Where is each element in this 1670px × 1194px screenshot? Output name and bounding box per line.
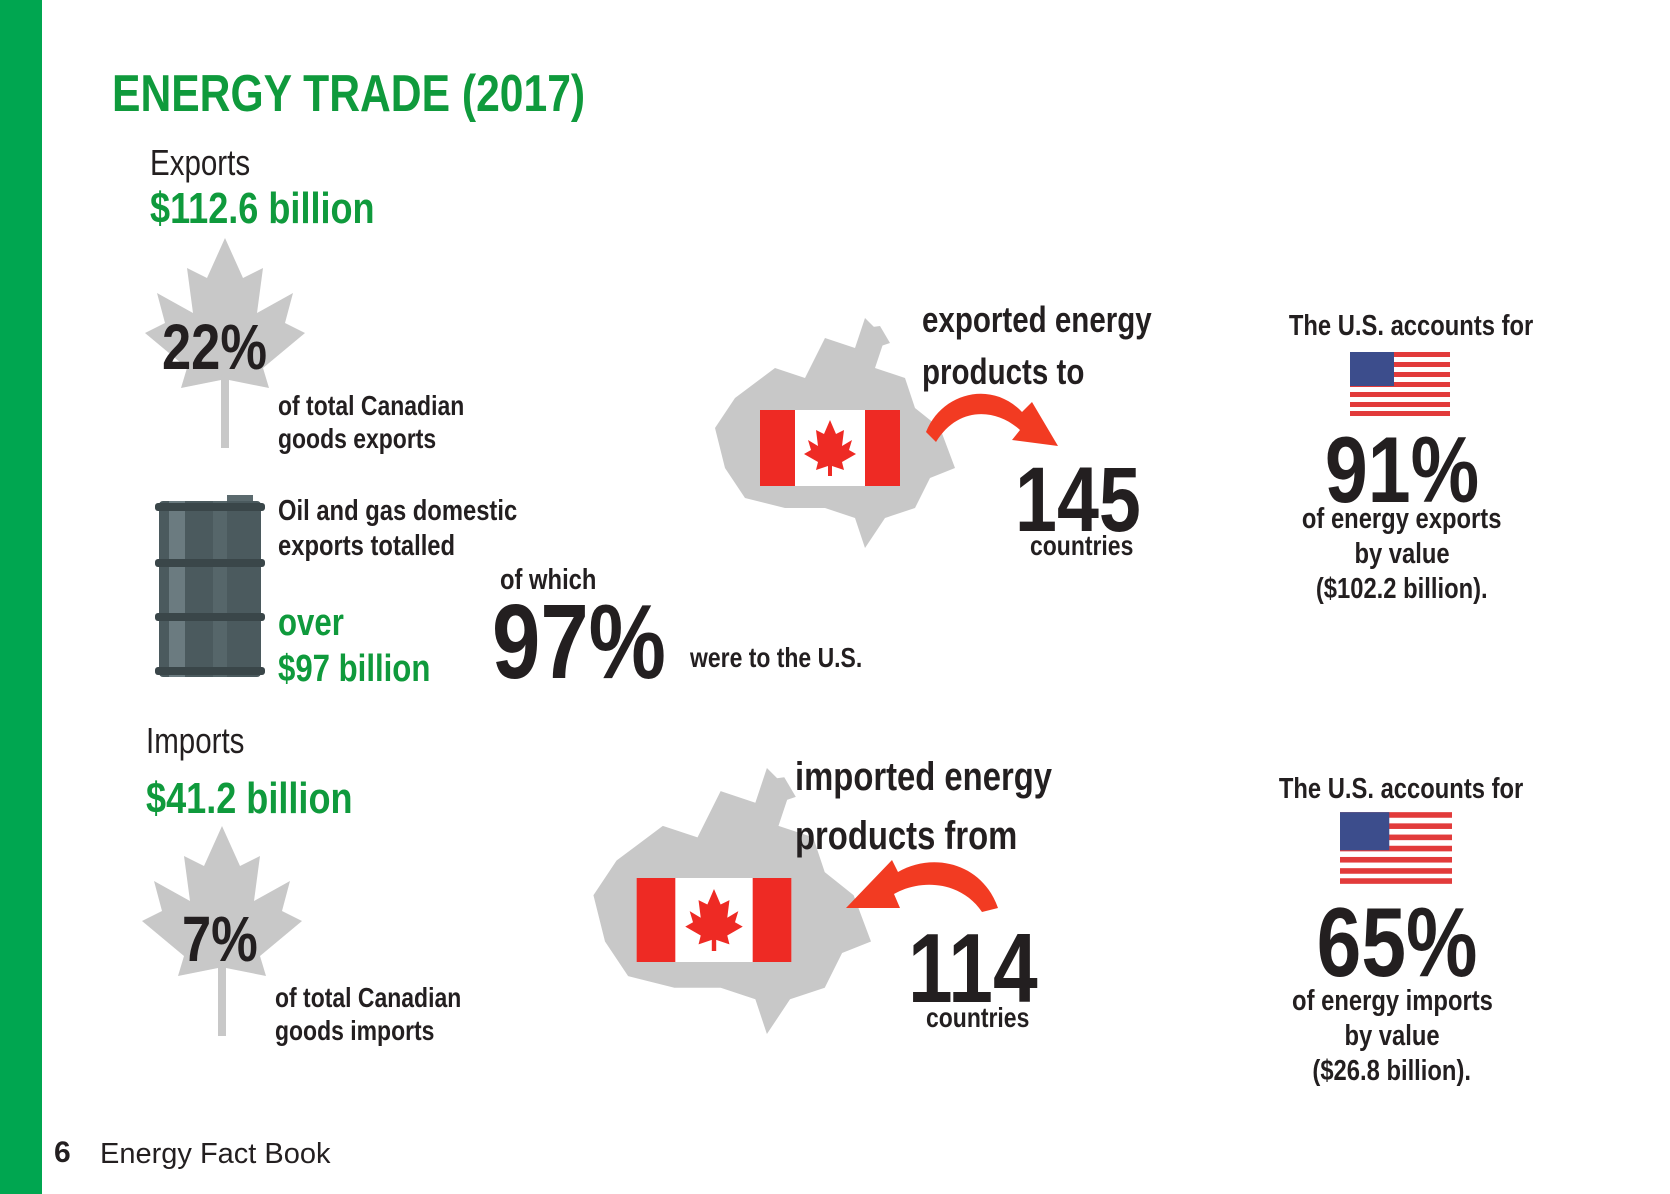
sidebar-stripe xyxy=(0,0,42,1194)
curved-arrow-icon xyxy=(846,860,998,912)
canada-flag-icon xyxy=(636,878,792,962)
imports-us-accounts: The U.S. accounts for xyxy=(1278,773,1524,805)
oil-text: Oil and gas domestic exports totalled xyxy=(278,495,518,562)
imports-countries-label: countries xyxy=(926,1002,1030,1033)
canada-flag-icon xyxy=(760,410,900,486)
oil-barrel-icon xyxy=(155,495,265,677)
us-oil-text: were to the U.S. xyxy=(690,642,863,673)
us-flag-icon xyxy=(1350,352,1450,416)
imports-us-share: 65% xyxy=(1316,887,1478,997)
exported-to-text: exported energy products to xyxy=(922,299,1152,392)
exports-total: $112.6 billion xyxy=(150,184,375,233)
us-oil-pct: 97% xyxy=(492,583,666,701)
maple-leaf-icon xyxy=(145,238,305,448)
maple-leaf-icon xyxy=(142,826,302,1036)
exports-share-text: of total Canadian goods exports xyxy=(278,390,465,454)
exports-countries-num: 145 xyxy=(1015,449,1141,551)
us-flag-icon xyxy=(1340,812,1452,884)
imports-share-pct: 7% xyxy=(182,903,258,975)
exports-countries-label: countries xyxy=(1030,530,1134,561)
oil-amount: over $97 billion xyxy=(278,602,431,690)
imports-total: $41.2 billion xyxy=(146,774,353,823)
page-title: ENERGY TRADE (2017) xyxy=(112,65,586,123)
of-which-label: of which xyxy=(500,564,597,596)
imports-label: Imports xyxy=(146,720,245,761)
book-title: Energy Fact Book xyxy=(100,1138,331,1170)
exports-label: Exports xyxy=(150,142,251,183)
imports-share-text: of total Canadian goods imports xyxy=(275,982,462,1046)
curved-arrow-icon xyxy=(926,393,1058,446)
imports-countries-num: 114 xyxy=(908,913,1038,1023)
imports-us-share-text: of energy imports by value ($26.8 billio… xyxy=(1291,985,1493,1087)
exports-us-accounts: The U.S. accounts for xyxy=(1288,310,1534,342)
exports-us-share: 91% xyxy=(1324,417,1480,522)
imported-from-text: imported energy products from xyxy=(795,755,1052,858)
page-number: 6 xyxy=(54,1136,71,1169)
exports-share-pct: 22% xyxy=(162,311,268,383)
exports-us-share-text: of energy exports by value ($102.2 billi… xyxy=(1302,503,1502,605)
